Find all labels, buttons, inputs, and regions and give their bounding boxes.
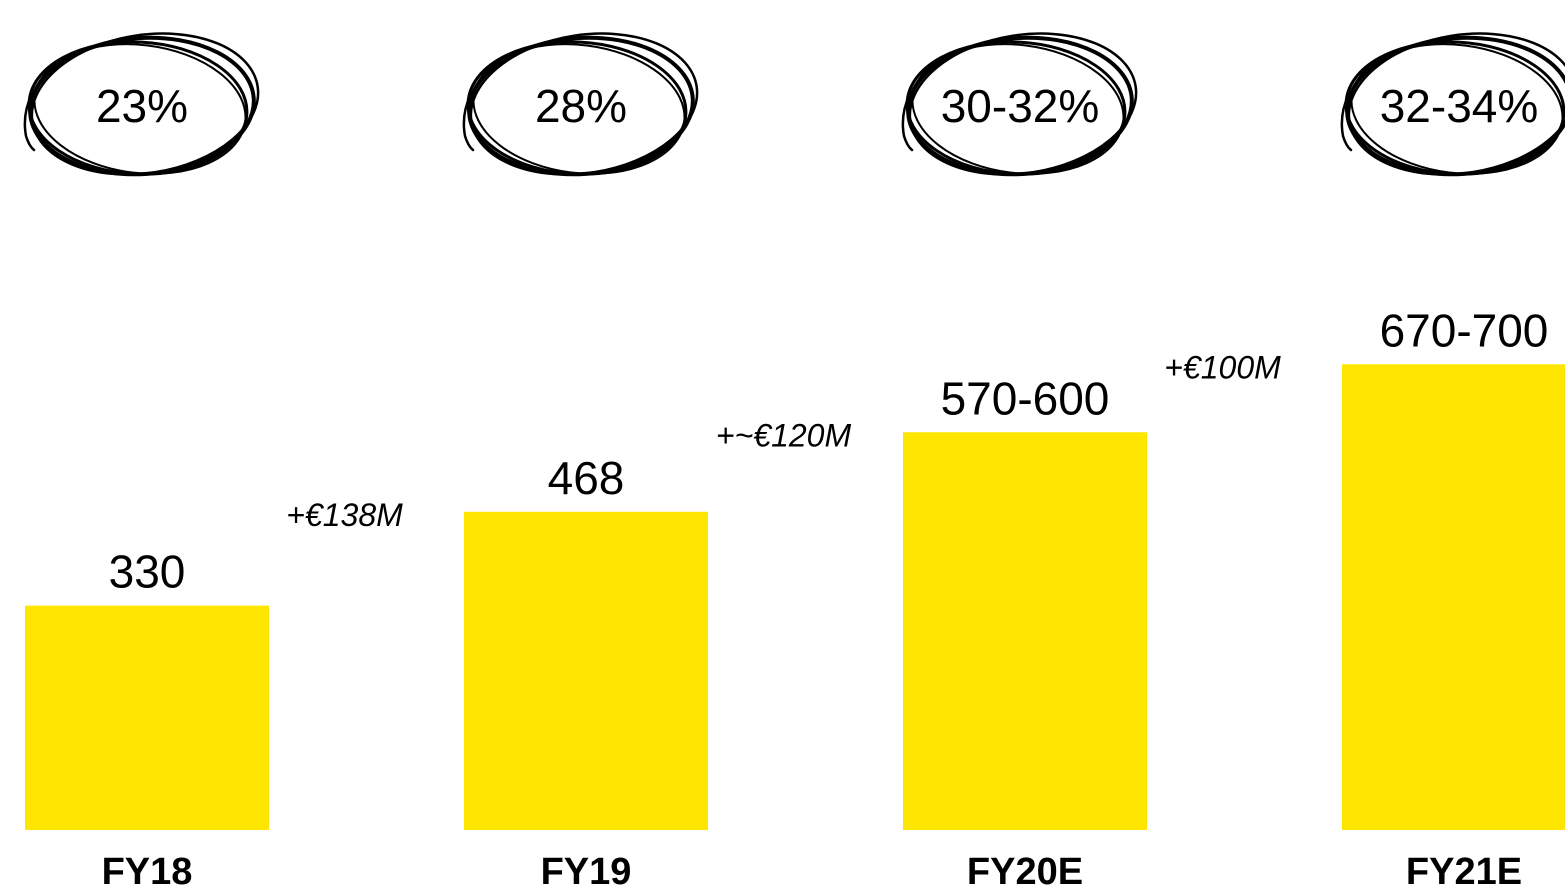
- circle-tail-stroke: [462, 92, 475, 152]
- circle-stroke: [472, 43, 686, 175]
- circle-stroke: [911, 43, 1125, 175]
- bar-fy20e: [903, 432, 1147, 830]
- delta-label-3: +€100M: [1164, 349, 1281, 385]
- circle-tail-stroke: [23, 92, 36, 152]
- margin-label-fy20e: 30-32%: [941, 80, 1100, 132]
- circle-stroke: [33, 43, 247, 175]
- delta-label-1: +€138M: [286, 497, 403, 533]
- margin-circle-fy19: 28%: [462, 32, 699, 177]
- delta-label-2: +~€120M: [716, 417, 852, 453]
- delta-labels: +€138M +~€120M +€100M: [286, 349, 1281, 533]
- circle-stroke: [1350, 43, 1564, 175]
- circle-stroke: [469, 32, 699, 176]
- circle-stroke: [1347, 32, 1565, 176]
- value-labels: 330 468 570-600 670-700: [109, 304, 1549, 597]
- bar-fy21e: [1342, 364, 1565, 830]
- category-labels: FY18 FY19 FY20E FY21E: [102, 851, 1523, 891]
- value-label-fy18: 330: [109, 546, 186, 598]
- value-label-fy21e: 670-700: [1380, 304, 1549, 356]
- margin-label-fy21e: 32-34%: [1380, 80, 1539, 132]
- margin-circle-fy20e: 30-32%: [901, 32, 1138, 177]
- circle-stroke: [30, 32, 260, 176]
- value-label-fy19: 468: [548, 452, 625, 504]
- circle-stroke: [908, 32, 1138, 176]
- margin-circle-fy18: 23%: [23, 32, 260, 177]
- category-label-fy21e: FY21E: [1406, 851, 1522, 891]
- circle-tail-stroke: [901, 92, 914, 152]
- bars: [25, 364, 1565, 830]
- bar-fy18: [25, 605, 269, 830]
- bar-fy19: [464, 511, 708, 830]
- value-label-fy20e: 570-600: [941, 372, 1110, 424]
- category-label-fy18: FY18: [102, 851, 193, 891]
- margin-label-fy19: 28%: [535, 80, 627, 132]
- category-label-fy19: FY19: [541, 851, 632, 891]
- circle-tail-stroke: [1340, 92, 1353, 152]
- margin-circle-fy21e: 32-34%: [1340, 32, 1565, 177]
- category-label-fy20e: FY20E: [967, 851, 1083, 891]
- margin-circles: 23% 28% 30-32% 32-34%: [23, 32, 1565, 177]
- margin-label-fy18: 23%: [96, 80, 188, 132]
